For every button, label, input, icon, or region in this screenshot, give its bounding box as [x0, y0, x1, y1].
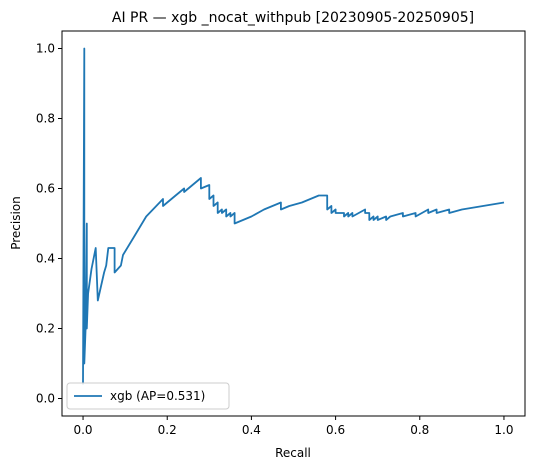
series-line-xgb	[82, 47, 505, 385]
x-tick-label: 0.8	[410, 423, 429, 437]
y-axis-label: Precision	[9, 196, 23, 250]
y-tick-label: 0.6	[36, 182, 55, 196]
x-tick-label: 0.4	[242, 423, 261, 437]
legend-label: xgb (AP=0.531)	[110, 389, 205, 403]
y-tick-label: 1.0	[36, 42, 55, 56]
legend-box	[66, 382, 230, 410]
x-axis: 0.0 0.2 0.4 0.6 0.8 1.0	[73, 416, 514, 437]
legend: xgb (AP=0.531)	[66, 382, 230, 410]
x-tick-label: 1.0	[494, 423, 513, 437]
y-tick-label: 0.0	[36, 392, 55, 406]
x-tick-label: 0.2	[158, 423, 177, 437]
plot-frame	[61, 30, 526, 417]
x-tick-label: 0.6	[326, 423, 345, 437]
chart-title: AI PR — xgb _nocat_withpub [20230905-202…	[112, 10, 474, 26]
y-tick-label: 0.2	[36, 322, 55, 336]
x-tick-label: 0.0	[73, 423, 92, 437]
y-tick-label: 0.8	[36, 112, 55, 126]
y-axis: 0.0 0.2 0.4 0.6 0.8 1.0	[36, 42, 62, 406]
y-tick-label: 0.4	[36, 252, 55, 266]
x-axis-label: Recall	[275, 446, 311, 460]
